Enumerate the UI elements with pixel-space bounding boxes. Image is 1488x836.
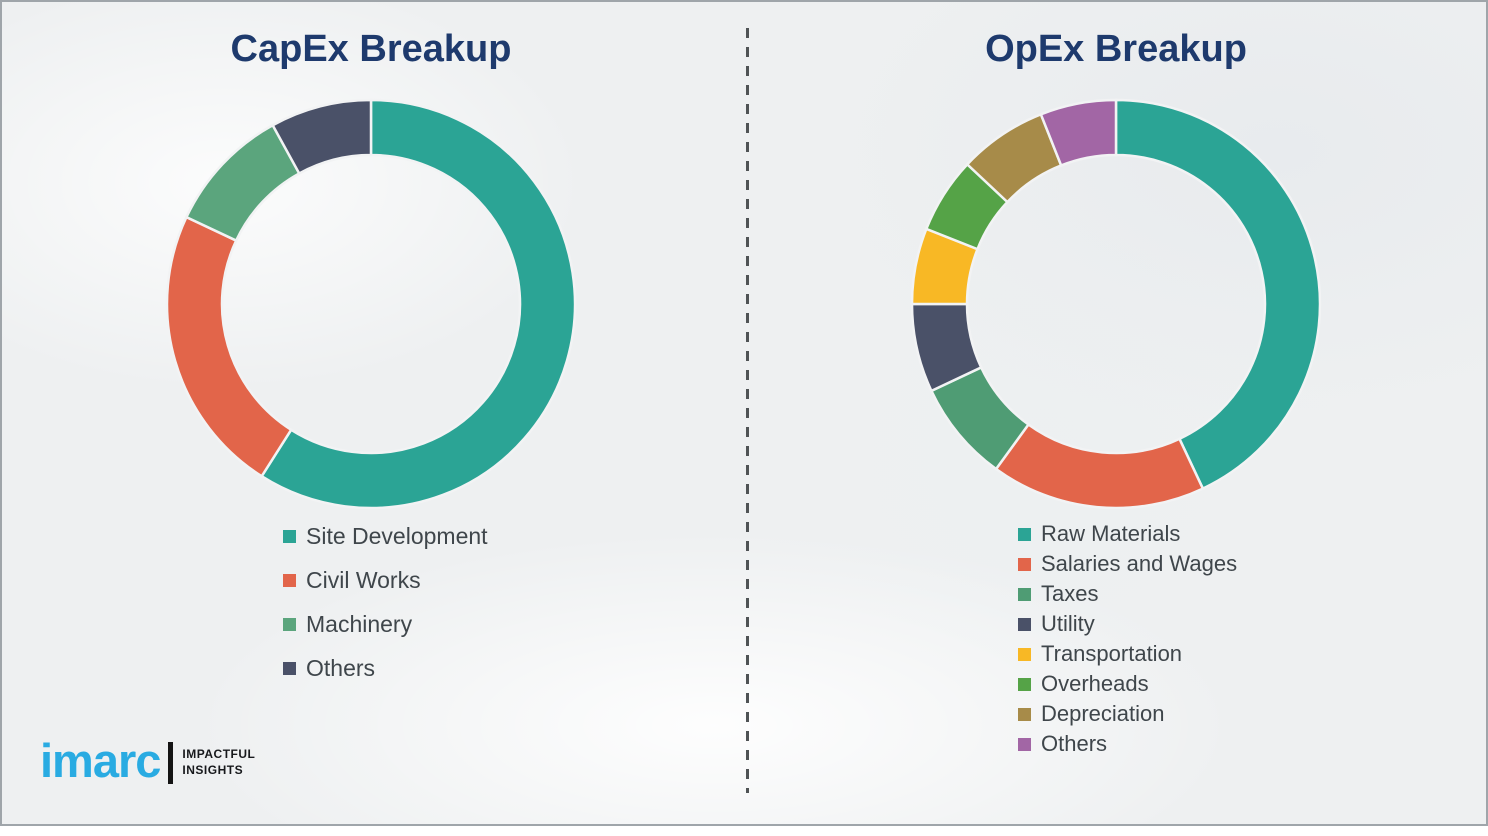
legend-item-transportation: Transportation bbox=[1018, 639, 1237, 669]
section-divider-dashed-line bbox=[746, 28, 749, 793]
logo-tagline: IMPACTFUL INSIGHTS bbox=[182, 747, 255, 778]
tagline-line-2: INSIGHTS bbox=[182, 762, 244, 777]
legend-label-overheads: Overheads bbox=[1041, 671, 1149, 696]
legend-swatch-taxes bbox=[1018, 587, 1031, 601]
legend-swatch-others bbox=[1018, 737, 1031, 751]
legend-label-utility: Utility bbox=[1041, 611, 1095, 636]
donut-segment-others bbox=[1039, 98, 1118, 168]
donut-segment-others bbox=[271, 98, 373, 176]
legend-swatch-site-development bbox=[283, 529, 296, 543]
opex-chart-title: OpEx Breakup bbox=[985, 28, 1247, 70]
legend-label-raw-materials: Raw Materials bbox=[1041, 521, 1181, 546]
legend-item-utility: Utility bbox=[1018, 609, 1237, 639]
legend-swatch-overheads bbox=[1018, 677, 1031, 691]
legend-item-raw-materials: Raw Materials bbox=[1018, 519, 1237, 549]
legend-item-depreciation: Depreciation bbox=[1018, 699, 1237, 729]
legend-label-transportation: Transportation bbox=[1041, 641, 1183, 666]
legend-item-taxes: Taxes bbox=[1018, 579, 1237, 609]
legend-swatch-machinery bbox=[283, 617, 296, 631]
donut-segment-civil-works bbox=[165, 215, 293, 478]
donut-segment-site-development bbox=[259, 98, 577, 510]
legend-item-civil-works: Civil Works bbox=[283, 558, 488, 602]
legend-swatch-civil-works bbox=[283, 573, 296, 587]
imarc-logo: imarc IMPACTFUL INSIGHTS bbox=[40, 737, 255, 784]
legend-label-depreciation: Depreciation bbox=[1041, 701, 1165, 726]
capex-legend: Site Development Civil Works Machinery Othe… bbox=[283, 514, 488, 690]
legend-swatch-raw-materials bbox=[1018, 527, 1031, 541]
legend-swatch-others bbox=[283, 661, 296, 675]
legend-label-machinery: Machinery bbox=[306, 610, 413, 637]
legend-swatch-utility bbox=[1018, 617, 1031, 631]
legend-label-taxes: Taxes bbox=[1041, 581, 1099, 606]
legend-swatch-depreciation bbox=[1018, 707, 1031, 721]
legend-label-others: Others bbox=[1041, 731, 1108, 756]
donut-segment-raw-materials bbox=[1114, 98, 1322, 491]
legend-item-others: Others bbox=[283, 646, 488, 690]
legend-swatch-transportation bbox=[1018, 647, 1031, 661]
logo-divider-bar bbox=[168, 741, 174, 784]
opex-donut-ring bbox=[910, 98, 1322, 510]
legend-item-overheads: Overheads bbox=[1018, 669, 1237, 699]
legend-label-others: Others bbox=[306, 654, 376, 681]
legend-item-others: Others bbox=[1018, 729, 1237, 759]
capex-donut-ring bbox=[165, 98, 577, 510]
legend-item-salaries-and-wages: Salaries and Wages bbox=[1018, 549, 1237, 579]
legend-item-site-development: Site Development bbox=[283, 514, 488, 558]
legend-swatch-salaries-and-wages bbox=[1018, 557, 1031, 571]
imarc-logo-text: imarc bbox=[40, 734, 161, 787]
legend-label-civil-works: Civil Works bbox=[306, 566, 421, 593]
opex-legend: Raw Materials Salaries and Wages Taxes Util… bbox=[1018, 519, 1237, 759]
legend-label-site-development: Site Development bbox=[306, 522, 488, 549]
opex-donut-chart bbox=[910, 98, 1322, 510]
donut-segment-salaries-and-wages bbox=[994, 422, 1205, 510]
tagline-line-1: IMPACTFUL bbox=[182, 746, 256, 761]
capex-chart-title: CapEx Breakup bbox=[230, 28, 512, 70]
legend-label-salaries-and-wages: Salaries and Wages bbox=[1041, 551, 1238, 576]
capex-donut-chart bbox=[165, 98, 577, 510]
legend-item-machinery: Machinery bbox=[283, 602, 488, 646]
